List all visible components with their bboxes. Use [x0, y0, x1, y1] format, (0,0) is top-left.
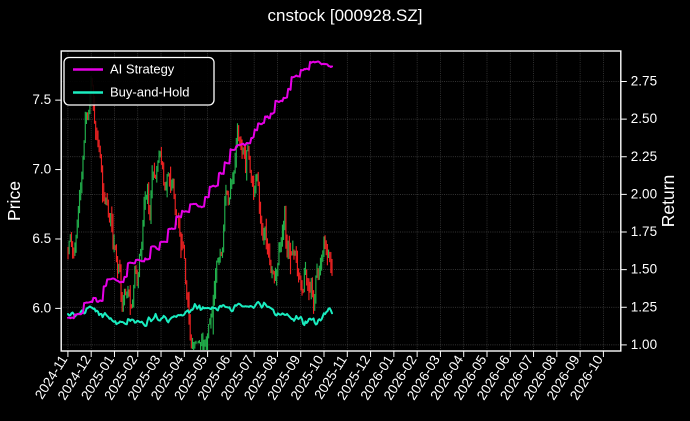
svg-text:6.0: 6.0	[32, 300, 51, 315]
svg-text:2.00: 2.00	[631, 186, 657, 201]
svg-text:1.75: 1.75	[631, 224, 657, 239]
svg-text:Buy-and-Hold: Buy-and-Hold	[110, 85, 190, 100]
svg-text:2.75: 2.75	[631, 74, 657, 89]
svg-text:7.5: 7.5	[32, 92, 51, 107]
svg-text:1.50: 1.50	[631, 262, 657, 277]
svg-text:1.00: 1.00	[631, 337, 657, 352]
svg-text:6.5: 6.5	[32, 231, 51, 246]
svg-text:AI Strategy: AI Strategy	[110, 62, 175, 77]
svg-text:1.25: 1.25	[631, 299, 657, 314]
svg-text:2.50: 2.50	[631, 111, 657, 126]
svg-text:Return: Return	[658, 175, 678, 228]
svg-text:2.25: 2.25	[631, 149, 657, 164]
svg-text:7.0: 7.0	[32, 162, 51, 177]
svg-text:Price: Price	[4, 181, 24, 221]
